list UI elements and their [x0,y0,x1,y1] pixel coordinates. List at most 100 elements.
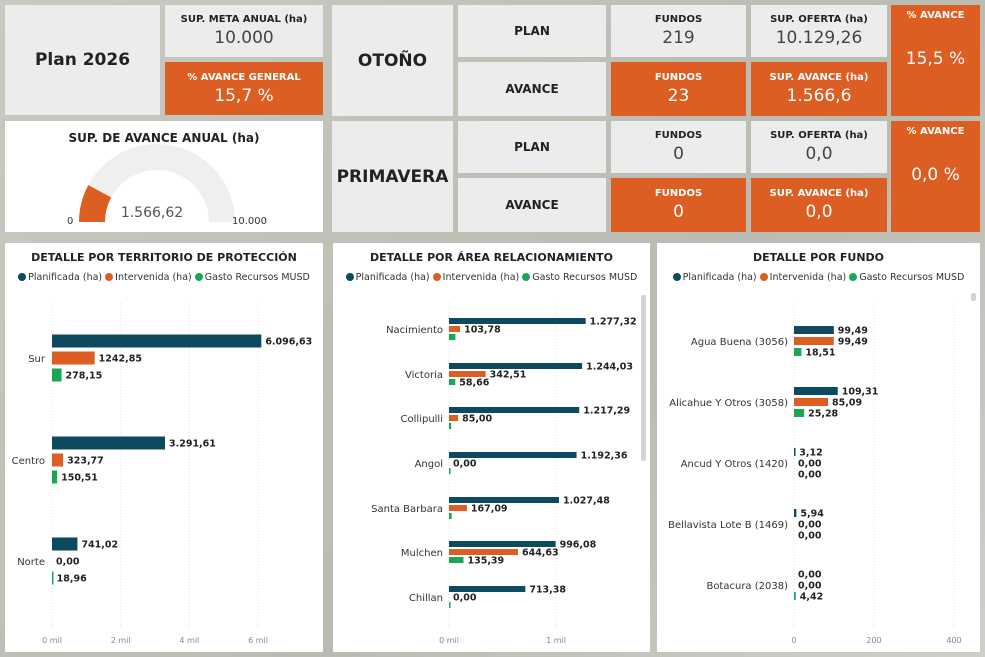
meta-anual-card: SUP. META ANUAL (ha) 10.000 [165,5,323,57]
sup-avance-label: SUP. AVANCE (ha) [769,188,869,199]
avance-general-card: % AVANCE GENERAL 15,7 % [165,62,323,115]
bar[interactable] [52,368,62,382]
gauge-min: 0 [67,216,73,227]
plan-title: Plan 2026 [34,50,131,70]
data-label: 0,00 [798,531,822,542]
plan-label: PLAN [514,24,550,38]
season-name: OTOÑO [357,50,428,71]
legend-label: Intervenida (ha) [442,272,520,283]
legend-item[interactable]: Planificada (ha) [345,272,430,283]
gauge-title: SUP. DE AVANCE ANUAL (ha) [68,131,260,145]
data-label: 99,49 [838,337,868,348]
legend-item[interactable]: Intervenida (ha) [432,272,520,283]
legend-item[interactable]: Planificada (ha) [672,272,757,283]
x-tick-label: 1 mil [546,636,566,645]
data-label: 0,00 [798,459,822,470]
legend-item[interactable]: Intervenida (ha) [105,272,192,283]
plan-row-label: PLAN [458,121,606,173]
bar[interactable] [52,537,78,551]
data-label: 0,00 [56,557,80,568]
data-label: 25,28 [808,409,838,420]
legend-label: Gasto Recursos MUSD [532,272,638,283]
bar[interactable] [794,348,802,356]
bar[interactable] [449,334,456,340]
category-label: Sur [28,354,46,365]
bar[interactable] [449,586,526,592]
sup-oferta-label: SUP. OFERTA (ha) [770,14,868,25]
bar[interactable] [52,453,64,467]
bar[interactable] [794,409,805,417]
legend-item[interactable]: Gasto Recursos MUSD [522,272,637,283]
bar[interactable] [449,602,451,608]
bar[interactable] [794,592,796,600]
bar[interactable] [449,415,459,421]
scrollbar[interactable] [641,295,646,461]
chart-legend: Planificada (ha) Intervenida (ha) Gasto … [657,272,980,283]
category-label: Nacimiento [386,325,443,336]
legend-item[interactable]: Gasto Recursos MUSD [194,272,310,283]
chart-title: DETALLE POR TERRITORIO DE PROTECCIÓN [31,251,297,264]
legend-label: Planificada (ha) [355,272,430,283]
bar[interactable] [449,513,452,519]
data-label: 0,00 [453,593,477,604]
avance-general-value: 15,7 % [214,85,274,106]
legend-dot-icon [18,273,27,281]
plan-row-label: PLAN [458,5,606,57]
legend-item[interactable]: Intervenida (ha) [759,272,846,283]
data-label: 741,02 [81,540,118,551]
bar-chart: 0 mil 2 mil 4 mil 6 mil Sur 6.096,63 1242,85 27… [12,303,312,645]
fundos-value: 0 [673,144,684,164]
legend-item[interactable]: Planificada (ha) [18,272,102,283]
bar[interactable] [449,371,486,377]
bar[interactable] [449,557,464,563]
data-label: 18,51 [805,348,835,359]
gauge-track [79,144,235,222]
scrollbar[interactable] [971,293,976,301]
bar[interactable] [449,379,456,385]
category-label: Centro [12,456,45,467]
bar[interactable] [794,398,829,406]
avance-label: AVANCE [505,82,559,96]
legend-dot-icon [522,273,531,281]
bar[interactable] [449,318,586,324]
category-label: Agua Buena (3056) [691,337,788,348]
bar[interactable] [794,337,834,345]
pct-avance-card: % AVANCE 0,0 % [891,121,980,232]
category-label: Bellavista Lote B (1469) [668,520,788,531]
bar[interactable] [794,387,838,395]
legend-item[interactable]: Gasto Recursos MUSD [849,272,964,283]
data-label: 99,49 [838,326,868,337]
bar[interactable] [52,470,58,484]
data-label: 85,00 [462,414,492,425]
bar[interactable] [52,571,54,585]
bar[interactable] [449,468,451,474]
bar[interactable] [794,509,797,517]
meta-value: 10.000 [214,28,274,48]
bar[interactable] [52,351,95,365]
plan-title-tile: Plan 2026 [5,5,160,115]
avance-row-label: AVANCE [458,178,606,232]
bar[interactable] [449,497,559,503]
bar[interactable] [449,549,518,555]
x-tick-label: 0 [791,636,796,645]
bar[interactable] [52,334,262,348]
bar[interactable] [449,452,577,458]
avance-label: AVANCE [505,198,559,212]
data-label: 0,00 [798,581,822,592]
category-label: Santa Barbara [371,504,443,515]
bar[interactable] [794,326,834,334]
avance-general-label: % AVANCE GENERAL [187,71,301,83]
bar[interactable] [449,541,556,547]
bar[interactable] [449,363,583,369]
pct-avance-label: % AVANCE [906,10,965,21]
data-label: 342,51 [490,370,527,381]
bar[interactable] [52,436,166,450]
bar[interactable] [449,505,467,511]
x-tick-label: 400 [946,636,961,645]
bar[interactable] [449,326,461,332]
legend-label: Planificada (ha) [28,272,103,283]
bar[interactable] [449,407,580,413]
bar[interactable] [449,423,452,429]
bar[interactable] [794,448,796,456]
sup-oferta-value: 10.129,26 [775,28,863,48]
